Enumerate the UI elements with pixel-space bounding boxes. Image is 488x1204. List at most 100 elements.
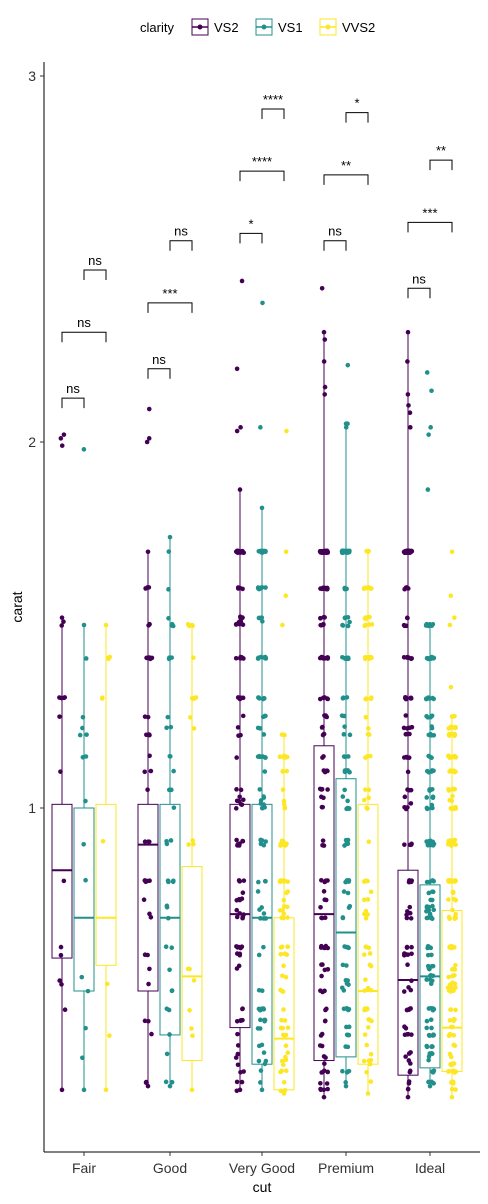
legend-item-vvs2: VVS2 [319, 18, 375, 36]
data-point [340, 1068, 345, 1074]
data-point [281, 732, 287, 738]
data-point [234, 1079, 240, 1085]
data-point [322, 988, 327, 994]
data-point [144, 655, 149, 661]
data-point [325, 1069, 331, 1075]
significance-bracket [147, 302, 193, 313]
data-point [449, 1080, 454, 1085]
data-point [429, 654, 435, 660]
significance-bracket [323, 240, 347, 251]
data-point [261, 802, 267, 807]
legend-item-vs2: VS2 [191, 18, 239, 36]
data-point [148, 768, 154, 774]
data-point [405, 805, 410, 810]
box-vs2 [397, 869, 419, 1076]
data-point [362, 879, 367, 884]
data-point [448, 1032, 454, 1037]
significance-bracket [345, 112, 369, 123]
data-point [408, 987, 414, 993]
data-point [428, 1017, 434, 1023]
significance-label: ** [341, 158, 351, 173]
data-point [320, 724, 325, 730]
significance-label: *** [162, 286, 177, 301]
data-point [57, 714, 62, 719]
data-point [431, 907, 437, 913]
significance-label: ns [328, 224, 342, 239]
legend-key-point [261, 24, 267, 30]
data-point [283, 1068, 289, 1074]
data-point [406, 1007, 412, 1012]
significance-label: ns [77, 315, 91, 330]
data-point [345, 1032, 350, 1038]
data-point [83, 656, 89, 661]
data-point [149, 1031, 154, 1037]
x-tick-label: Fair [72, 1160, 96, 1176]
outlier-point [447, 622, 453, 628]
data-point [59, 615, 65, 620]
data-point [145, 952, 150, 958]
outlier-point [345, 362, 351, 368]
data-point [342, 615, 348, 621]
outlier-point [425, 487, 431, 492]
outlier-point [407, 410, 413, 416]
data-point [169, 988, 175, 994]
data-point [431, 1081, 436, 1086]
significance-bracket [83, 269, 107, 280]
data-point [142, 769, 148, 775]
data-point [258, 916, 263, 921]
data-point [362, 1032, 368, 1037]
data-point [346, 1024, 352, 1030]
data-point [189, 1026, 194, 1031]
outlier-point [283, 593, 289, 599]
data-point [447, 916, 453, 921]
data-point [363, 977, 368, 982]
data-point [277, 879, 283, 885]
data-point [258, 1080, 263, 1085]
data-point [283, 1032, 289, 1038]
outlier-point [408, 425, 413, 430]
data-point [404, 944, 410, 950]
data-point [81, 1087, 87, 1093]
data-point [255, 1026, 261, 1031]
data-point [236, 963, 242, 969]
data-point [240, 1006, 245, 1011]
data-point [402, 1032, 408, 1038]
data-point [321, 889, 327, 894]
data-point [402, 623, 407, 629]
data-point [234, 944, 239, 949]
box-vs1 [73, 807, 95, 992]
data-point [83, 798, 88, 804]
box-vs2 [313, 745, 335, 1062]
data-point [449, 1086, 455, 1092]
data-point [425, 806, 430, 811]
data-point [146, 623, 151, 628]
data-point [168, 724, 174, 730]
significance-label: **** [263, 92, 283, 107]
boxplots [51, 332, 463, 1098]
data-point [319, 804, 325, 810]
data-point [190, 655, 196, 660]
data-point [405, 962, 410, 968]
data-point [163, 1079, 169, 1085]
data-point [171, 805, 177, 810]
data-point [427, 754, 433, 760]
data-point [83, 1025, 88, 1031]
data-point [238, 1018, 244, 1024]
data-point [234, 755, 239, 760]
outlier-point [283, 549, 289, 555]
data-point [446, 1069, 451, 1074]
data-point [405, 329, 411, 335]
data-point [451, 806, 456, 811]
data-point [367, 951, 373, 956]
data-point [258, 1017, 263, 1023]
outlier-point [234, 428, 240, 434]
data-point [345, 890, 351, 896]
data-point [62, 695, 68, 700]
y-axis-title: carat [9, 591, 25, 622]
data-point [141, 897, 147, 903]
data-point [402, 1024, 407, 1030]
data-point [448, 1007, 454, 1012]
data-point [262, 769, 268, 774]
data-point [281, 878, 287, 883]
